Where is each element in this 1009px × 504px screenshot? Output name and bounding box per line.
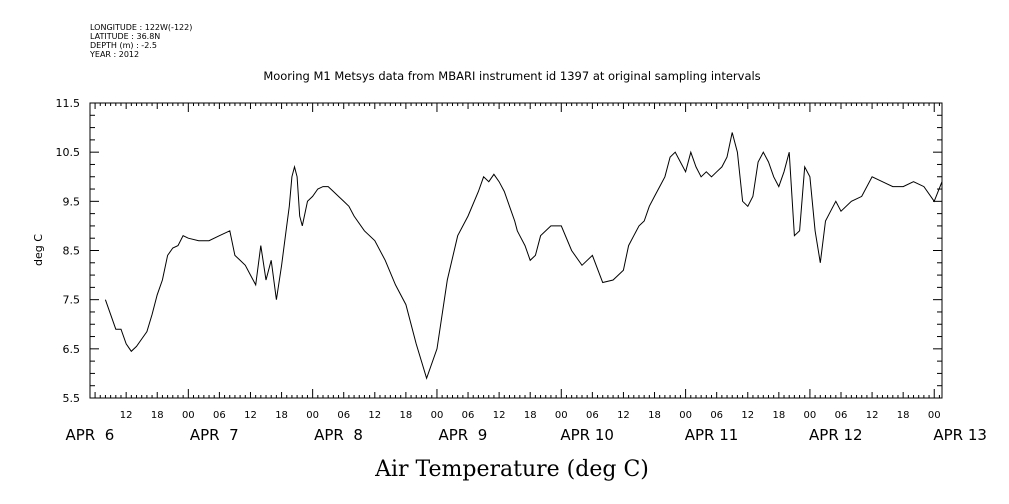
x-hour-label: 18 xyxy=(524,410,537,421)
x-hour-label: 18 xyxy=(772,410,785,421)
x-hour-label: 18 xyxy=(400,410,413,421)
y-tick-label: 7.5 xyxy=(63,294,81,307)
x-hour-label: 06 xyxy=(586,410,599,421)
x-tick-labels: 12 18 00 06 12 18 00 06 12 18 00 06 12 18 00 06 12 18 00 06… xyxy=(120,410,941,421)
y-tick-label: 9.5 xyxy=(63,195,81,208)
y-tick-label: 10.5 xyxy=(56,146,81,159)
x-date-label: APR 8 xyxy=(314,426,363,444)
x-hour-label: 00 xyxy=(928,410,941,421)
x-hour-label: 12 xyxy=(368,410,381,421)
x-date-labels: APR 6 APR 7 APR 8 APR 9 APR 10 APR 11 APR 12 AP… xyxy=(65,426,986,444)
axis-ticks xyxy=(90,102,942,399)
x-hour-label: 00 xyxy=(555,410,568,421)
x-hour-label: 18 xyxy=(275,410,288,421)
x-date-label: APR 11 xyxy=(685,426,739,444)
x-hour-label: 12 xyxy=(866,410,879,421)
longitude-text: LONGITUDE : 122W(-122) xyxy=(90,23,193,32)
x-hour-label: 18 xyxy=(151,410,164,421)
y-tick-label: 11.5 xyxy=(56,97,81,110)
y-axis-label: deg C xyxy=(32,234,45,266)
y-tick-label: 5.5 xyxy=(63,392,81,405)
y-tick-label: 8.5 xyxy=(63,245,81,258)
y-tick-labels: 5.5 6.5 7.5 8.5 9.5 10.5 11.5 xyxy=(56,97,81,405)
chart-title: Mooring M1 Metsys data from MBARI instru… xyxy=(263,69,760,83)
x-date-label: APR 13 xyxy=(933,426,987,444)
latitude-text: LATITUDE : 36.8N xyxy=(90,32,161,41)
metadata-block: LONGITUDE : 122W(-122) LATITUDE : 36.8N … xyxy=(90,23,192,59)
x-date-label: APR 12 xyxy=(809,426,863,444)
x-date-label: APR 6 xyxy=(65,426,114,444)
depth-text: DEPTH (m) : -2.5 xyxy=(90,41,157,50)
x-hour-label: 06 xyxy=(462,410,475,421)
x-axis-label: Air Temperature (deg C) xyxy=(374,457,649,482)
x-hour-label: 06 xyxy=(337,410,350,421)
x-hour-label: 00 xyxy=(804,410,817,421)
x-hour-label: 00 xyxy=(679,410,692,421)
x-hour-label: 00 xyxy=(306,410,319,421)
x-hour-label: 06 xyxy=(710,410,723,421)
x-hour-label: 12 xyxy=(120,410,133,421)
x-hour-label: 00 xyxy=(431,410,444,421)
x-hour-label: 06 xyxy=(835,410,848,421)
y-tick-label: 6.5 xyxy=(63,343,81,356)
x-date-label: APR 10 xyxy=(560,426,614,444)
series-line xyxy=(104,117,943,380)
x-hour-label: 12 xyxy=(617,410,630,421)
plot-frame xyxy=(89,102,943,399)
x-hour-label: 06 xyxy=(213,410,226,421)
x-hour-label: 12 xyxy=(741,410,754,421)
x-hour-label: 12 xyxy=(244,410,257,421)
x-date-label: APR 9 xyxy=(438,426,487,444)
x-date-label: APR 7 xyxy=(190,426,239,444)
x-hour-label: 18 xyxy=(648,410,661,421)
x-hour-label: 18 xyxy=(897,410,910,421)
year-text: YEAR : 2012 xyxy=(90,50,140,59)
x-hour-label: 00 xyxy=(182,410,195,421)
x-hour-label: 12 xyxy=(493,410,506,421)
